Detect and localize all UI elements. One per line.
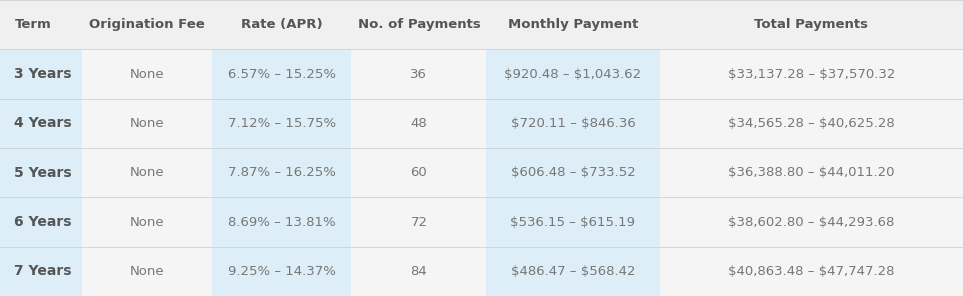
Bar [212,99,351,148]
Text: None: None [130,166,164,179]
Bar [212,148,351,197]
Text: 36: 36 [410,67,428,81]
Text: 84: 84 [410,265,428,278]
Text: 7.87% – 16.25%: 7.87% – 16.25% [227,166,336,179]
Text: 4 Years: 4 Years [14,116,72,130]
Text: \$606.48 – \$733.52: \$606.48 – \$733.52 [510,166,636,179]
Bar [660,99,963,148]
Bar [486,0,660,49]
Bar [486,99,660,148]
Text: \$536.15 – \$615.19: \$536.15 – \$615.19 [510,215,636,229]
Bar [486,197,660,247]
Bar [0,197,82,247]
Text: Rate (APR): Rate (APR) [241,18,323,31]
Bar [486,49,660,99]
Bar [660,197,963,247]
Bar [82,148,212,197]
Text: 3 Years: 3 Years [14,67,72,81]
Bar [486,148,660,197]
Text: 6 Years: 6 Years [14,215,72,229]
Text: 8.69% – 13.81%: 8.69% – 13.81% [228,215,335,229]
Text: None: None [130,67,164,81]
Bar [0,49,82,99]
Text: \$36,388.80 – \$44,011.20: \$36,388.80 – \$44,011.20 [728,166,895,179]
Text: No. of Payments: No. of Payments [357,18,481,31]
Text: \$720.11 – \$846.36: \$720.11 – \$846.36 [510,117,636,130]
Bar [82,0,212,49]
Bar [351,247,486,296]
Bar [212,197,351,247]
Text: Term: Term [14,18,51,31]
Text: None: None [130,117,164,130]
Text: \$33,137.28 – \$37,570.32: \$33,137.28 – \$37,570.32 [728,67,895,81]
Text: Monthly Payment: Monthly Payment [508,18,638,31]
Bar [212,49,351,99]
Bar [486,247,660,296]
Text: 6.57% – 15.25%: 6.57% – 15.25% [227,67,336,81]
Bar [660,49,963,99]
Text: 72: 72 [410,215,428,229]
Text: \$486.47 – \$568.42: \$486.47 – \$568.42 [510,265,636,278]
Bar [82,99,212,148]
Bar [212,0,351,49]
Text: Total Payments: Total Payments [754,18,869,31]
Bar [212,247,351,296]
Text: None: None [130,215,164,229]
Text: 7 Years: 7 Years [14,264,72,278]
Text: None: None [130,265,164,278]
Text: \$38,602.80 – \$44,293.68: \$38,602.80 – \$44,293.68 [728,215,895,229]
Bar [351,148,486,197]
Text: 9.25% – 14.37%: 9.25% – 14.37% [227,265,336,278]
Bar [82,197,212,247]
Bar [351,99,486,148]
Text: 48: 48 [410,117,428,130]
Bar [82,247,212,296]
Bar [660,247,963,296]
Text: Origination Fee: Origination Fee [89,18,205,31]
Bar [351,49,486,99]
Text: \$920.48 – \$1,043.62: \$920.48 – \$1,043.62 [505,67,641,81]
Bar [660,0,963,49]
Text: 7.12% – 15.75%: 7.12% – 15.75% [227,117,336,130]
Bar [0,99,82,148]
Text: \$34,565.28 – \$40,625.28: \$34,565.28 – \$40,625.28 [728,117,895,130]
Bar [0,247,82,296]
Bar [0,148,82,197]
Bar [0,0,82,49]
Text: 60: 60 [410,166,428,179]
Bar [82,49,212,99]
Bar [351,0,486,49]
Text: \$40,863.48 – \$47,747.28: \$40,863.48 – \$47,747.28 [728,265,895,278]
Bar [660,148,963,197]
Bar [351,197,486,247]
Text: 5 Years: 5 Years [14,166,72,180]
